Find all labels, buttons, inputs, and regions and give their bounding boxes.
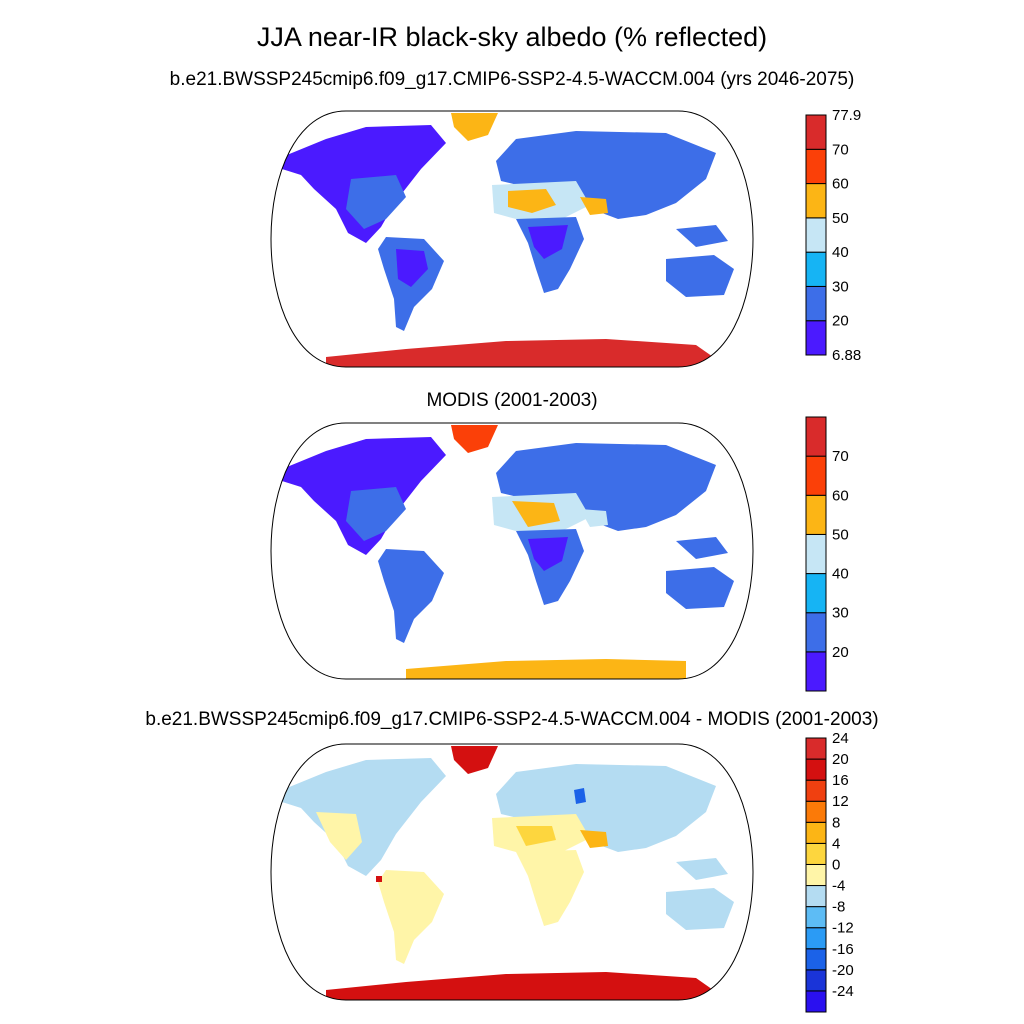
colorbar-box: [805, 573, 827, 614]
colorbar-tick-label: 20: [832, 751, 849, 768]
europe-asia: [496, 131, 716, 219]
colorbar-tick-label: -16: [832, 941, 854, 958]
colorbar-box: [805, 758, 827, 781]
colorbar-tick-label: -20: [832, 962, 854, 979]
africa-central: [528, 225, 568, 259]
island-cell: [376, 876, 382, 882]
panel-2-colorbar: 20 30 40 50 60 70: [805, 416, 849, 692]
colorbar-tick-label: 6.88: [832, 347, 861, 364]
arabia: [580, 197, 608, 215]
colorbar-box: [805, 927, 827, 950]
antarctica: [326, 972, 716, 1000]
panel-1-map: [270, 110, 754, 368]
colorbar-tick-label: 20: [832, 644, 849, 661]
colorbar-box: [805, 779, 827, 802]
australia: [666, 888, 734, 930]
australia: [666, 567, 734, 609]
colorbar-box: [805, 948, 827, 971]
panel-3-colorbar: -24 -20 -16 -12 -8 -4 0 4 8 12 16 20 24: [805, 730, 854, 1013]
panel-3-map: [270, 743, 754, 1001]
colorbar-box: [805, 455, 827, 496]
colorbar-tick-label: 4: [832, 835, 840, 852]
colorbar-tick-label: 40: [832, 244, 849, 261]
colorbar-box: [805, 416, 827, 457]
greenland: [451, 746, 498, 774]
north-america-east: [346, 487, 406, 541]
colorbar-box: [805, 990, 827, 1013]
panel-2-map: [270, 422, 754, 680]
colorbar-box: [805, 148, 827, 185]
arabia: [580, 509, 608, 527]
colorbar-tick-label: 50: [832, 210, 849, 227]
colorbar-tick-label: 12: [832, 793, 849, 810]
arabia: [580, 830, 608, 848]
colorbar-tick-label: -4: [832, 878, 845, 895]
colorbar-tick-label: 70: [832, 141, 849, 158]
africa-central: [528, 537, 568, 571]
colorbar-tick-label: 20: [832, 313, 849, 330]
australia: [666, 255, 734, 297]
colorbar-tick-label: 24: [832, 730, 849, 747]
north-america-east: [346, 175, 406, 229]
colorbar-tick-label: 40: [832, 566, 849, 583]
se-asia-islands: [676, 537, 728, 559]
north-america: [282, 758, 446, 876]
colorbar-box: [805, 821, 827, 844]
sahara-bright: [512, 501, 560, 527]
colorbar-tick-label: 16: [832, 772, 849, 789]
colorbar-box: [805, 842, 827, 865]
caspian-cool: [574, 788, 586, 804]
greenland: [451, 113, 498, 141]
se-asia-islands: [676, 858, 728, 880]
colorbar-box: [805, 533, 827, 575]
figure-title: JJA near-IR black-sky albedo (% reflecte…: [256, 22, 768, 52]
panel-3-title: b.e21.BWSSP245cmip6.f09_g17.CMIP6-SSP2-4…: [145, 709, 879, 730]
colorbar-box: [805, 737, 827, 760]
south-america: [378, 549, 444, 643]
antarctica: [406, 659, 686, 679]
colorbar-tick-label: 8: [832, 814, 840, 831]
south-america-core: [396, 249, 428, 287]
europe-asia: [496, 764, 716, 852]
colorbar-box: [805, 217, 827, 253]
europe-asia: [496, 443, 716, 531]
colorbar-box: [805, 494, 827, 535]
panel-2-title: MODIS (2001-2003): [426, 390, 598, 411]
africa-south: [516, 850, 584, 926]
panel-1-colorbar: 6.88 20 30 40 50 60 70 77.9: [805, 107, 861, 364]
panel-1-title: b.e21.BWSSP245cmip6.f09_g17.CMIP6-SSP2-4…: [169, 69, 855, 90]
colorbar-tick-label: 0: [832, 856, 840, 873]
sahara-bright: [508, 189, 556, 213]
colorbar-box: [805, 183, 827, 219]
sahara-warm: [516, 826, 556, 846]
colorbar-tick-label: 77.9: [832, 107, 861, 124]
antarctica: [326, 339, 716, 367]
colorbar-box: [805, 651, 827, 692]
colorbar-tick-label: -24: [832, 983, 854, 1000]
colorbar-tick-label: 60: [832, 176, 849, 193]
colorbar-box: [805, 969, 827, 992]
se-asia-islands: [676, 225, 728, 247]
colorbar-box: [805, 885, 827, 908]
north-america-warm: [316, 812, 362, 860]
colorbar-box: [805, 320, 827, 356]
colorbar-box: [805, 906, 827, 929]
greenland: [451, 425, 498, 453]
colorbar-tick-label: 30: [832, 278, 849, 295]
colorbar-box: [805, 285, 827, 322]
colorbar-tick-label: -8: [832, 899, 845, 916]
colorbar-box: [805, 612, 827, 653]
colorbar-tick-label: 30: [832, 605, 849, 622]
colorbar-tick-label: 50: [832, 526, 849, 543]
colorbar-box: [805, 863, 827, 887]
colorbar-tick-label: 70: [832, 448, 849, 465]
south-america: [378, 870, 444, 964]
colorbar-tick-label: 60: [832, 487, 849, 504]
colorbar-box: [805, 251, 827, 287]
colorbar-box: [805, 800, 827, 823]
colorbar-tick-label: -12: [832, 920, 854, 937]
colorbar-box: [805, 114, 827, 150]
